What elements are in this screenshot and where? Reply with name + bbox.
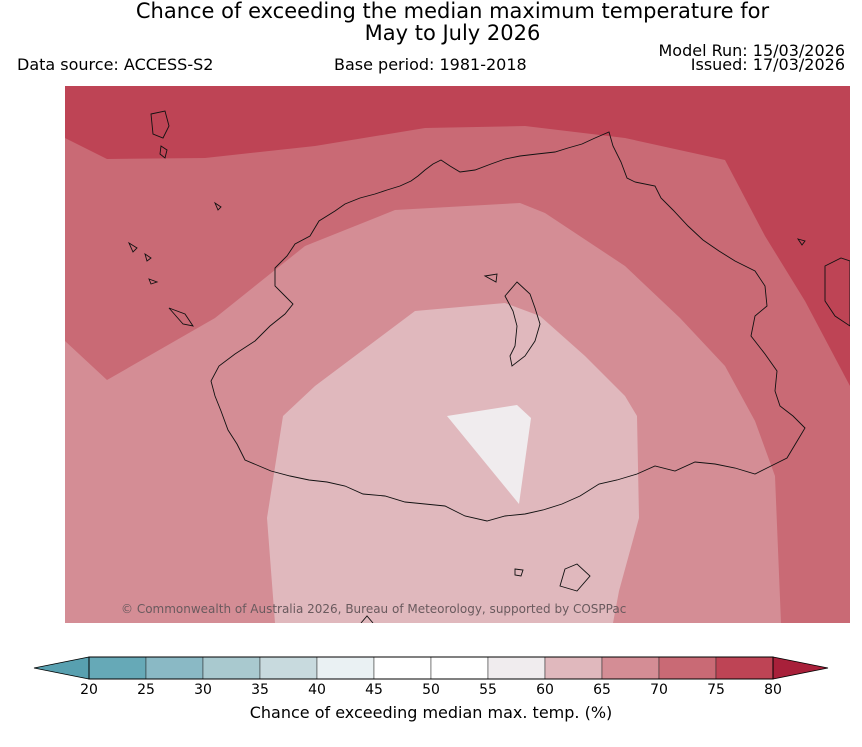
island-coastline	[168, 307, 194, 327]
colorbar-over-arrow	[772, 656, 829, 680]
colorbar-tick-label: 80	[764, 682, 782, 698]
map-title-line-2: May to July 2026	[364, 21, 541, 45]
colorbar-tick-label: 35	[251, 682, 269, 698]
base-period-label: Base period: 1981-2018	[334, 55, 527, 74]
copyright-credit: © Commonwealth of Australia 2026, Bureau…	[121, 602, 627, 616]
colorbar-segment	[430, 656, 489, 680]
island-coastline	[148, 278, 159, 285]
probability-band-75-80	[65, 86, 850, 386]
colorbar-tick-label: 50	[422, 682, 440, 698]
island-coastline	[127, 241, 138, 253]
colorbar-segment	[487, 656, 546, 680]
colorbar-under-arrow	[33, 656, 90, 680]
colorbar-tick-label: 20	[80, 682, 98, 698]
island-coastline	[504, 281, 541, 367]
island-coastline	[824, 257, 850, 327]
colorbar-tick-label: 75	[707, 682, 725, 698]
colorbar-segment	[373, 656, 432, 680]
coastline-group	[127, 110, 850, 623]
colorbar-tick-label: 55	[479, 682, 497, 698]
colorbar-segment	[88, 656, 147, 680]
island-coastline	[514, 568, 524, 577]
colorbar-tick-label: 40	[308, 682, 326, 698]
colorbar-segment	[316, 656, 375, 680]
colorbar-segment	[658, 656, 717, 680]
colorbar-tick-label: 70	[650, 682, 668, 698]
island-coastline	[483, 273, 498, 283]
colorbar-segment	[259, 656, 318, 680]
colorbar-segment	[715, 656, 774, 680]
island-coastline	[159, 145, 168, 159]
colorbar	[33, 656, 829, 680]
colorbar-tick-label: 30	[194, 682, 212, 698]
forecast-map-canvas	[65, 86, 850, 623]
island-coastline	[360, 615, 374, 623]
colorbar-segment	[601, 656, 660, 680]
colorbar-segment	[202, 656, 261, 680]
forecast-map: © Commonwealth of Australia 2026, Bureau…	[65, 86, 850, 623]
colorbar-tick-label: 25	[137, 682, 155, 698]
island-coastline	[144, 252, 152, 262]
island-coastline	[213, 201, 222, 211]
island-coastline	[796, 238, 806, 246]
probability-band-70-75	[65, 86, 850, 623]
island-coastline	[559, 563, 591, 592]
probability-band-60-65	[267, 303, 639, 623]
colorbar-frame	[88, 656, 774, 680]
colorbar-tick-label: 45	[365, 682, 383, 698]
colorbar-segment	[145, 656, 204, 680]
data-source-label: Data source: ACCESS-S2	[17, 55, 214, 74]
main-coastline	[210, 131, 806, 522]
colorbar-segment	[544, 656, 603, 680]
issued-date-label: Issued: 17/03/2026	[690, 55, 845, 74]
probability-band-55-60	[447, 405, 531, 504]
island-coastline	[150, 110, 170, 139]
model-run-label: Model Run: 15/03/2026	[658, 41, 846, 60]
colorbar-tick-label: 65	[593, 682, 611, 698]
colorbar-label: Chance of exceeding median max. temp. (%…	[249, 703, 613, 722]
colorbar-tick-label: 60	[536, 682, 554, 698]
map-title-line-1: Chance of exceeding the median maximum t…	[135, 0, 770, 23]
